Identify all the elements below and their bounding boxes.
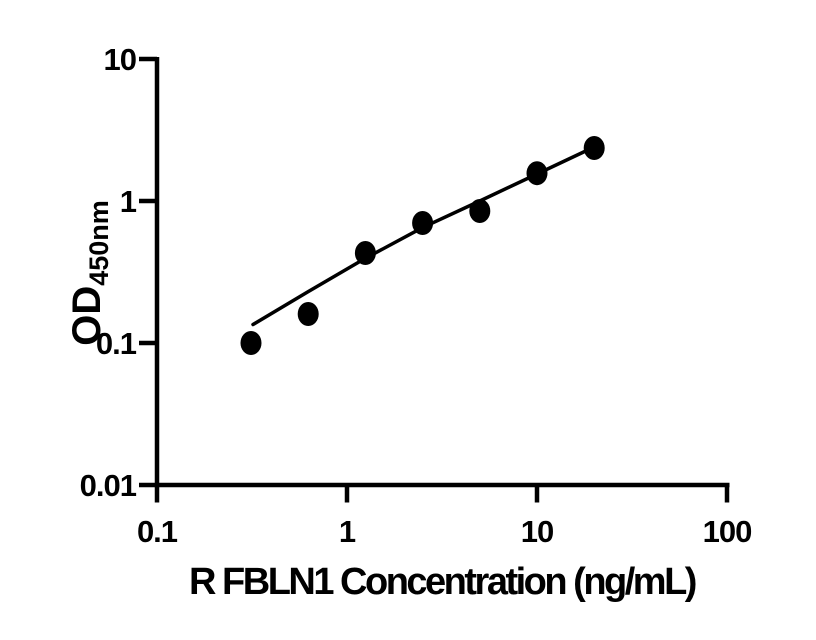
data-point <box>297 302 319 326</box>
data-point <box>583 136 605 160</box>
data-point <box>354 241 376 265</box>
x-tick-label: 0.1 <box>137 514 178 549</box>
data-point <box>412 211 434 235</box>
x-tick-label: 10 <box>521 514 553 549</box>
y-axis-title-subscript: 450nm <box>84 200 114 286</box>
y-tick-label: 0.1 <box>96 326 137 361</box>
y-tick-label: 10 <box>104 42 136 77</box>
x-axis-title: R FBLN1 Concentration (ng/mL) <box>189 561 696 603</box>
data-point <box>469 199 491 223</box>
y-axis-title: OD450nm <box>65 200 114 346</box>
y-tick-label: 1 <box>120 184 137 219</box>
x-tick-label: 100 <box>703 514 752 549</box>
data-point <box>240 331 262 355</box>
x-tick-label: 1 <box>339 514 356 549</box>
y-tick-label: 0.01 <box>80 468 137 503</box>
axis-lines <box>154 57 730 488</box>
data-point <box>526 161 548 186</box>
y-axis-title-main: OD <box>65 286 109 346</box>
